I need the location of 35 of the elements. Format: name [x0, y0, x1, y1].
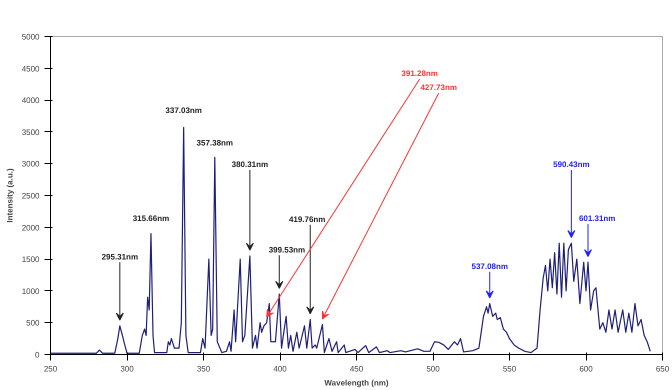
annotation: 295.31nm — [102, 252, 138, 262]
x-tick-label: 400 — [273, 364, 288, 374]
annotation: 537.08nm — [472, 262, 508, 271]
x-tick-label: 300 — [120, 364, 134, 374]
x-tick-label: 450 — [350, 364, 364, 374]
x-axis-title: Wavelength (nm) — [324, 378, 389, 388]
y-tick-label: 1500 — [22, 255, 40, 264]
annotation: 337.03nm — [165, 106, 202, 115]
annotation: 590.43nm — [553, 160, 590, 170]
y-tick-label: 1000 — [22, 286, 40, 296]
y-axis-title: Intensity (a.u.) — [6, 168, 15, 223]
y-tick-label: 4500 — [22, 64, 40, 74]
y-tick-label: 5000 — [22, 32, 40, 42]
annotation: 427.73nm — [420, 83, 457, 92]
x-tick-label: 250 — [44, 364, 58, 374]
y-tick-label: 2000 — [22, 223, 40, 232]
y-tick-label: 3500 — [22, 128, 40, 137]
x-tick-label: 650 — [656, 364, 670, 374]
y-tick-label: 500 — [26, 318, 40, 328]
y-tick-label: 3000 — [22, 160, 40, 169]
x-tick-label: 550 — [502, 364, 517, 374]
x-tick-label: 350 — [196, 364, 211, 374]
y-tick-label: 4000 — [22, 96, 40, 106]
annotation: 391.28nm — [401, 69, 438, 78]
line-series — [50, 126, 651, 354]
annotation: 419.76nm — [288, 214, 326, 224]
x-tick-label: 600 — [579, 364, 594, 374]
y-tick-label: 2500 — [22, 192, 40, 200]
annotation: 380.31nm — [232, 160, 268, 170]
annotation: 601.31nm — [578, 214, 616, 224]
annotation: 399.53nm — [268, 245, 306, 254]
annotation: 315.66nm — [132, 214, 170, 224]
y-tick-label: 0 — [35, 350, 40, 360]
x-tick-label: 500 — [426, 364, 440, 374]
annotation: 357.38nm — [196, 138, 234, 148]
